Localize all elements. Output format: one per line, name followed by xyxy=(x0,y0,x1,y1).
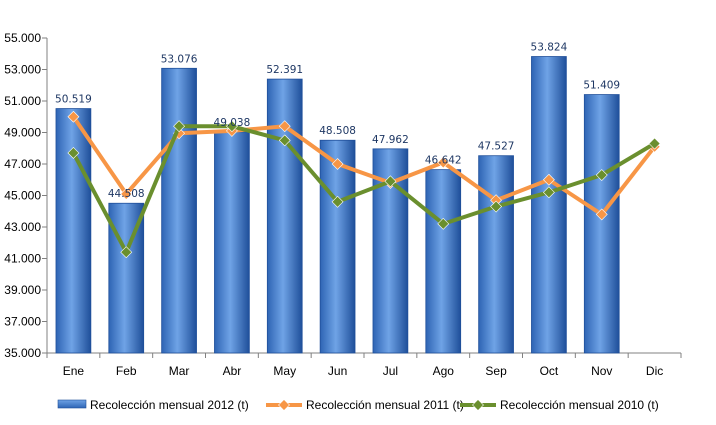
series-marker-2011 xyxy=(278,120,291,133)
series-marker-2011 xyxy=(331,158,344,170)
x-tick-label: Mar xyxy=(169,364,190,378)
series-marker-2010 xyxy=(648,137,661,150)
legend-label: Recolección mensual 2011 (t) xyxy=(306,398,464,412)
series-marker-2011 xyxy=(67,110,80,123)
y-tick-label: 51.000 xyxy=(4,94,41,108)
bar-data-label: 53.076 xyxy=(161,53,198,65)
bar-2012 xyxy=(55,108,92,354)
bar-2012 xyxy=(214,131,250,354)
bar-data-label: 50.519 xyxy=(55,94,92,106)
bar-data-label: 44.508 xyxy=(108,188,145,200)
bar-2012 xyxy=(266,78,303,354)
x-tick-label: Sep xyxy=(485,364,507,378)
axes xyxy=(42,37,682,358)
tick-labels: 35.000 37.000 39.000 41.000 43.000 45.000 47.0… xyxy=(4,31,663,378)
y-tick-label: 53.000 xyxy=(4,63,41,77)
series-marker-2010 xyxy=(595,169,608,181)
series-marker-2010 xyxy=(331,195,344,208)
bar-data-label: 47.527 xyxy=(478,141,515,153)
y-tick-label: 49.000 xyxy=(4,126,41,140)
x-tick-label: Oct xyxy=(540,364,559,378)
bar-2012 xyxy=(583,94,620,354)
series-marker-2011 xyxy=(595,208,608,221)
bar-data-label: 51.409 xyxy=(583,80,620,92)
x-tick-label: Jun xyxy=(328,364,347,378)
legend-label: Recolección mensual 2010 (t) xyxy=(500,398,659,412)
y-tick-label: 35.000 xyxy=(4,346,41,360)
x-tick-label: Jul xyxy=(383,364,398,378)
series-marker-2011 xyxy=(120,188,133,200)
x-tick-label: Dic xyxy=(646,364,663,378)
legend-swatch-bar xyxy=(57,399,87,409)
y-tick-label: 39.000 xyxy=(4,283,41,297)
x-tick-label: Feb xyxy=(116,364,137,378)
series-marker-2010 xyxy=(384,175,397,188)
bar-2012 xyxy=(319,139,356,354)
bar-2012 xyxy=(161,67,197,354)
x-tick-label: Ago xyxy=(433,364,455,378)
legend-swatch-marker xyxy=(278,399,290,411)
series-marker-2010 xyxy=(173,120,186,133)
data-labels: 50.519 44.508 53.076 49.038 52.391 48.508 47.9… xyxy=(55,42,620,201)
bar-2012 xyxy=(531,56,567,354)
x-tick-label: May xyxy=(273,364,296,378)
x-tick-label: Ene xyxy=(63,364,85,378)
series-marker-2011 xyxy=(437,156,450,169)
legend-swatch-marker xyxy=(472,399,484,411)
x-tick-label: Abr xyxy=(223,364,242,378)
series-marker-2010 xyxy=(278,134,291,147)
y-tick-label: 43.000 xyxy=(4,220,41,234)
series-line-2010 xyxy=(71,124,657,255)
bar-2012 xyxy=(478,155,514,354)
x-tick-label: Nov xyxy=(591,364,612,378)
bar-data-label: 48.508 xyxy=(319,125,356,137)
bar-data-label: 49.038 xyxy=(214,117,251,129)
bar-data-label: 52.391 xyxy=(266,64,303,76)
y-tick-label: 41.000 xyxy=(4,252,41,266)
lines xyxy=(67,110,661,259)
bar-data-label: 53.824 xyxy=(531,42,568,54)
y-tick-label: 47.000 xyxy=(4,157,41,171)
series-marker-2011 xyxy=(542,173,555,186)
series-marker-2010 xyxy=(225,120,238,133)
series-marker-2010 xyxy=(542,186,555,199)
series-marker-2010 xyxy=(490,200,503,213)
legend: Recolección mensual 2012 (t) Recolección … xyxy=(57,398,659,412)
series-marker-2010 xyxy=(437,217,450,230)
legend-label: Recolección mensual 2012 (t) xyxy=(90,398,249,412)
bar-data-label: 47.962 xyxy=(372,134,409,146)
y-tick-label: 37.000 xyxy=(4,315,41,329)
series-marker-2010 xyxy=(67,147,80,159)
y-tick-label: 45.000 xyxy=(4,189,41,203)
series-marker-2010 xyxy=(120,246,133,259)
y-tick-label: 55.000 xyxy=(4,31,41,45)
bar-2012 xyxy=(425,169,462,354)
bar-data-label: 46.642 xyxy=(425,155,462,167)
